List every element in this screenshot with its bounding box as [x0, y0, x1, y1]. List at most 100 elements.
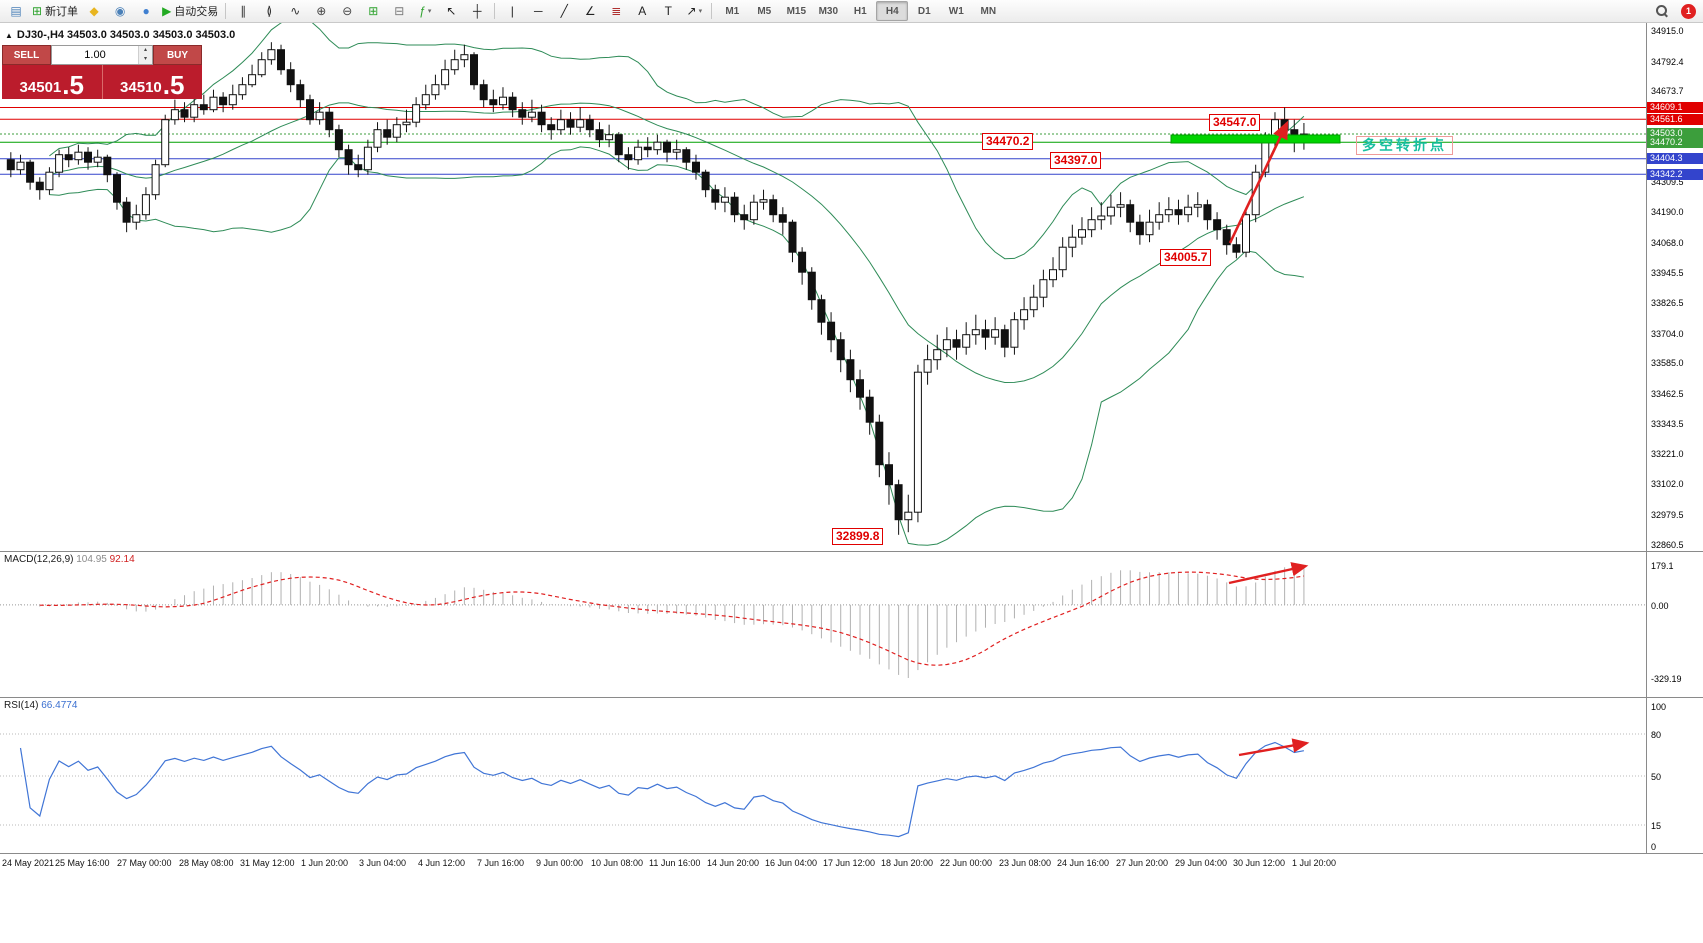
trend-arrow[interactable] [1228, 120, 1289, 244]
indicators-icon[interactable]: ƒ ▾ [412, 1, 438, 21]
macd-axis[interactable]: 179.1 0.00 -329.19 [1646, 552, 1703, 697]
price-tick: 32860.5 [1651, 539, 1684, 550]
notification-badge[interactable]: 1 [1681, 3, 1696, 19]
channel-icon: ∠ [584, 4, 596, 18]
label-icon[interactable]: T [655, 1, 681, 21]
time-label: 29 Jun 04:00 [1175, 858, 1228, 868]
sell-button[interactable]: SELL [2, 45, 51, 65]
price-label[interactable]: 34005.7 [1160, 249, 1212, 266]
rsi-axis[interactable]: 100 80 50 15 0 [1646, 698, 1703, 853]
text-icon[interactable]: A [629, 1, 655, 21]
label-icon: T [664, 4, 672, 18]
turning-point-note[interactable]: 多空转折点 [1356, 136, 1453, 155]
rsi-line [19, 741, 1305, 838]
market-icon: ◆ [89, 4, 99, 18]
timeframe-mn-label: MN [980, 5, 997, 17]
arrows-icon[interactable]: ↗ ▾ [681, 1, 707, 21]
crosshair-icon[interactable]: ┼ [464, 1, 490, 21]
timeframe-h1-label: H1 [853, 5, 867, 17]
arrows-icon: ↗ [686, 4, 697, 18]
macd-trend-arrow[interactable] [1228, 562, 1309, 585]
collapse-one-click-icon[interactable]: ▲ [5, 31, 13, 40]
trendline-icon[interactable]: ╱ [551, 1, 577, 21]
zoom-out-icon[interactable]: ⊖ [334, 1, 360, 21]
auto-arrange-icon[interactable]: ⊟ [386, 1, 412, 21]
time-label: 24 Jun 16:00 [1057, 858, 1110, 868]
price-tick: 33704.0 [1651, 328, 1684, 339]
time-label: 10 Jun 08:00 [591, 858, 644, 868]
price-label[interactable]: 34397.0 [1050, 152, 1102, 169]
tile-windows-icon[interactable]: ⊞ [360, 1, 386, 21]
volume-up-icon[interactable]: ▴ [139, 46, 152, 55]
market-icon[interactable]: ◆ [81, 1, 107, 21]
time-axis[interactable]: 24 May 2021 25 May 16:00 27 May 00:00 28 Ma… [0, 854, 1703, 872]
candlestick-chart-icon[interactable]: ≬ [256, 1, 282, 21]
price-tick: 33945.5 [1651, 268, 1684, 279]
vertical-line-icon[interactable]: | [499, 1, 525, 21]
timeframe-m5[interactable]: M5 [748, 1, 780, 21]
price-axis-badge: 34609.1 [1647, 101, 1703, 113]
buy-button[interactable]: BUY [153, 45, 202, 65]
price-axis[interactable]: 34915.0 34792.4 34673.7 34309.5 34190.0 34068… [1646, 23, 1703, 551]
timeframe-mn[interactable]: MN [972, 1, 1004, 21]
sell-price-display[interactable]: 34501.5 [2, 65, 103, 99]
timeframe-m15[interactable]: M15 [780, 1, 812, 21]
community-icon[interactable]: ● [133, 1, 159, 21]
time-label: 23 Jun 08:00 [999, 858, 1052, 868]
chart-window-icon: ▤ [10, 4, 22, 18]
time-label: 3 Jun 04:00 [359, 858, 407, 868]
fibonacci-icon[interactable]: ≣ [603, 1, 629, 21]
search-icon[interactable] [1649, 1, 1675, 21]
candlestick-chart-icon: ≬ [266, 4, 273, 18]
chart-window-icon[interactable]: ▤ [3, 1, 29, 21]
macd-tick: 179.1 [1651, 561, 1674, 571]
timeframe-w1[interactable]: W1 [940, 1, 972, 21]
channel-icon[interactable]: ∠ [577, 1, 603, 21]
highlight-zone-bar[interactable] [1170, 134, 1341, 144]
new-order-button-label: 新订单 [45, 6, 79, 18]
tile-windows-icon: ⊞ [368, 4, 379, 18]
zoom-in-icon[interactable]: ⊕ [308, 1, 334, 21]
price-axis-badge: 34342.2 [1647, 168, 1703, 180]
line-chart-icon[interactable]: ∿ [282, 1, 308, 21]
timeframe-m30[interactable]: M30 [812, 1, 844, 21]
bar-chart-icon[interactable]: ∥ [230, 1, 256, 21]
buy-price-display[interactable]: 34510.5 [120, 69, 185, 100]
rsi-tick: 15 [1651, 821, 1662, 831]
volume-down-icon[interactable]: ▾ [139, 55, 152, 64]
chevron-down-icon: ▾ [698, 8, 703, 15]
volume-input[interactable] [52, 46, 138, 64]
cursor-icon[interactable]: ↖ [438, 1, 464, 21]
bollinger-middle-band [49, 102, 1305, 384]
signals-icon[interactable]: ◉ [107, 1, 133, 21]
macd-label: MACD(12,26,9) 104.95 92.14 [4, 554, 135, 565]
price-tick: 33102.0 [1651, 479, 1684, 490]
macd-svg[interactable] [0, 552, 1646, 696]
zoom-in-icon: ⊕ [316, 4, 327, 18]
time-label: 18 Jun 20:00 [881, 858, 934, 868]
time-label: 7 Jun 16:00 [477, 858, 525, 868]
toolbar-separator [225, 3, 227, 19]
price-label[interactable]: 34547.0 [1209, 114, 1261, 131]
rsi-svg[interactable] [0, 698, 1646, 852]
price-label[interactable]: 32899.8 [832, 528, 884, 545]
toolbar-separator [711, 3, 713, 19]
price-label[interactable]: 34470.2 [982, 133, 1034, 150]
main-chart-svg[interactable] [0, 23, 1646, 550]
macd-signal-line [39, 571, 1304, 666]
timeframe-d1[interactable]: D1 [908, 1, 940, 21]
timeframe-m1[interactable]: M1 [716, 1, 748, 21]
time-label: 1 Jul 20:00 [1292, 858, 1337, 868]
toolbar: ▤ ⊞ 新订单 ◆ ◉ ● ▶ 自动交易 ∥ ≬ ∿ ⊕ ⊖ ⊞ ⊟ ƒ ▾ ↖ ┼ | ─ ╱ ∠ ≣ A T ↗ ▾ M1 M5 M15… [0, 0, 1703, 23]
macd-panel: MACD(12,26,9) 104.95 92.14 179.1 0.00 -329… [0, 552, 1703, 698]
timeframe-h1[interactable]: H1 [844, 1, 876, 21]
rsi-trend-arrow[interactable] [1238, 738, 1310, 757]
autotrading-button[interactable]: ▶ 自动交易 [159, 1, 221, 21]
trendline-icon: ╱ [560, 4, 568, 18]
new-order-button[interactable]: ⊞ 新订单 [29, 1, 81, 21]
horizontal-line-icon[interactable]: ─ [525, 1, 551, 21]
timeframe-m1-label: M1 [725, 5, 740, 17]
fibonacci-icon: ≣ [611, 4, 622, 18]
timeframe-h4[interactable]: H4 [876, 1, 909, 21]
price-tick: 33221.0 [1651, 449, 1684, 460]
